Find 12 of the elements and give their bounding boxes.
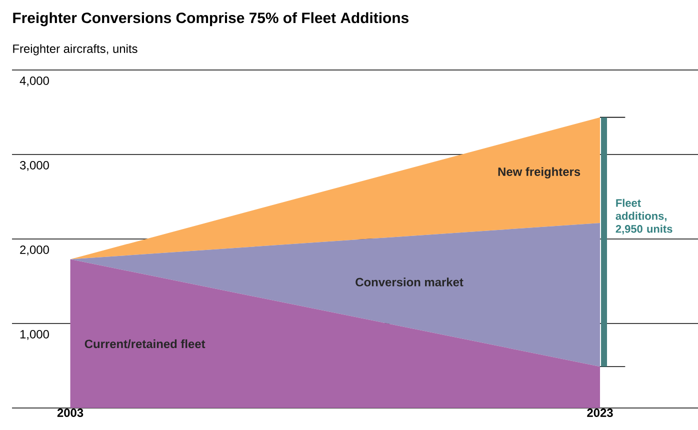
chart-subtitle: Freighter aircrafts, units [13,44,138,56]
series-label: Conversion market [356,278,464,286]
y-tick-label: 2,000 [20,246,49,256]
y-tick-label: 3,000 [20,161,49,171]
chart-title: Freighter Conversions Comprise 75% of Fleet Additions [13,12,408,26]
x-tick-label: 2023 [587,408,613,418]
series-label: New freighters [498,167,580,178]
annotation: Fleet additions, 2,950 units [616,198,672,234]
x-tick-label: 2003 [57,408,84,418]
y-tick-label: 4,000 [20,76,49,86]
series-label: Current/retained fleet [84,339,206,348]
y-tick-label: 1,000 [20,330,49,340]
